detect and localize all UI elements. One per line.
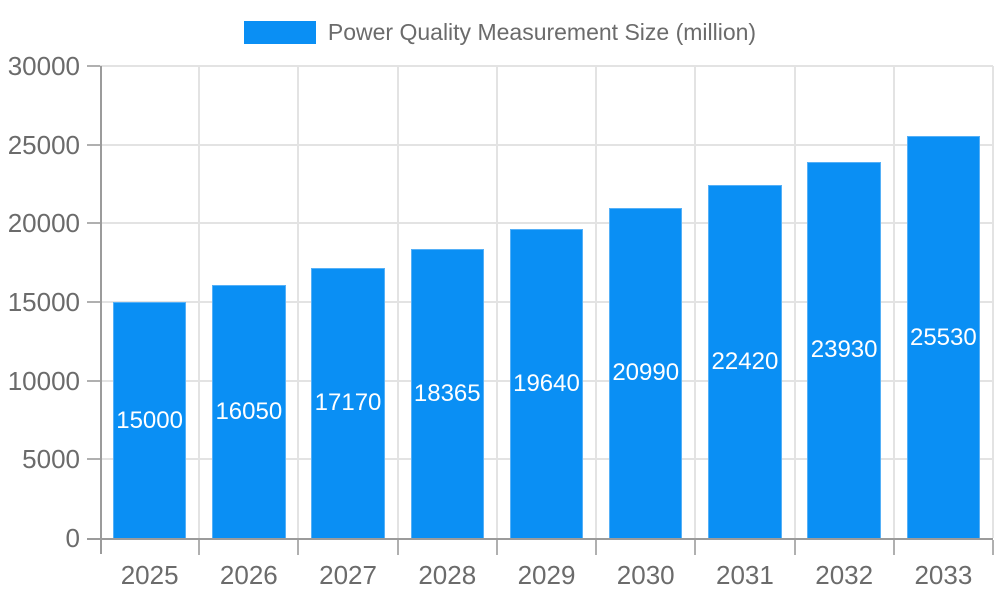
y-axis-tick bbox=[87, 222, 100, 225]
x-axis-tick-label: 2028 bbox=[418, 560, 477, 590]
bar-2032[interactable]: 23930 bbox=[807, 161, 881, 538]
bar-value-label: 18365 bbox=[413, 380, 481, 408]
x-axis-tick-label: 2032 bbox=[815, 560, 874, 590]
x-axis-tick bbox=[396, 540, 399, 555]
x-axis-tick-label: 2033 bbox=[914, 560, 973, 590]
gridline-horizontal bbox=[100, 65, 993, 67]
gridline-vertical bbox=[495, 66, 498, 538]
y-axis-tick bbox=[87, 143, 100, 146]
gridline-vertical bbox=[198, 66, 201, 538]
y-axis-tick-label: 5000 bbox=[22, 444, 80, 475]
bar-value-label: 15000 bbox=[116, 406, 183, 434]
x-axis-tick bbox=[793, 540, 796, 555]
x-axis-tick-label: 2031 bbox=[716, 560, 774, 590]
x-axis-tick-label: 2027 bbox=[319, 560, 377, 590]
gridline-vertical bbox=[595, 66, 598, 538]
category-cell-2031: 22420 bbox=[695, 66, 794, 538]
category-cell-2025: 15000 bbox=[100, 66, 199, 538]
bar-value-label: 17170 bbox=[314, 389, 382, 417]
category-cell-2029: 19640 bbox=[497, 66, 596, 538]
x-axis-tick bbox=[198, 540, 201, 555]
y-axis-tick-label: 0 bbox=[65, 523, 80, 553]
x-axis-tick bbox=[595, 540, 598, 555]
y-axis-tick bbox=[87, 65, 100, 67]
gridline-vertical bbox=[992, 66, 994, 538]
gridline-horizontal bbox=[100, 222, 993, 225]
x-axis-tick bbox=[892, 540, 895, 555]
x-axis-tick-label: 2030 bbox=[616, 560, 675, 590]
bar-2027[interactable]: 17170 bbox=[311, 267, 385, 538]
gridline-vertical bbox=[793, 66, 796, 538]
bar-2029[interactable]: 19640 bbox=[509, 229, 584, 538]
bar-2033[interactable]: 25530 bbox=[906, 136, 981, 538]
x-axis-tick bbox=[992, 540, 994, 555]
category-cell-2027: 17170 bbox=[298, 66, 397, 538]
gridline-vertical bbox=[892, 66, 895, 538]
bar-2028[interactable]: 18365 bbox=[410, 249, 484, 538]
gridline-horizontal bbox=[100, 143, 993, 146]
bar-value-label: 16050 bbox=[215, 398, 283, 426]
plot-area: 15000 16050 17170 18365 19640 20990 22420 23930… bbox=[8, 53, 994, 588]
gridline-vertical bbox=[694, 66, 697, 538]
y-axis-line bbox=[100, 66, 102, 554]
category-cell-2028: 18365 bbox=[398, 66, 497, 538]
bar-2025[interactable]: 15000 bbox=[112, 302, 187, 538]
bar-2026[interactable]: 16050 bbox=[212, 285, 286, 538]
x-axis-line bbox=[87, 538, 993, 540]
y-axis-tick bbox=[87, 379, 100, 382]
y-axis-tick-label: 30000 bbox=[7, 51, 80, 81]
bar-value-label: 19640 bbox=[513, 370, 580, 397]
bar-value-label: 25530 bbox=[909, 323, 977, 351]
category-cell-2026: 16050 bbox=[199, 66, 298, 538]
bar-2031[interactable]: 22420 bbox=[708, 185, 782, 538]
x-axis-tick bbox=[495, 540, 498, 555]
y-axis-tick-label: 10000 bbox=[7, 365, 80, 396]
category-cell-2030: 20990 bbox=[596, 66, 695, 538]
x-axis-tick-label: 2029 bbox=[517, 560, 576, 590]
chart-legend[interactable]: Power Quality Measurement Size (million) bbox=[0, 19, 1000, 45]
x-axis-tick bbox=[694, 540, 697, 555]
gridline-vertical bbox=[297, 66, 300, 538]
legend-label: Power Quality Measurement Size (million) bbox=[327, 19, 757, 45]
x-axis-tick-label: 2026 bbox=[219, 560, 278, 590]
x-axis-tick bbox=[297, 540, 300, 555]
bar-value-label: 20990 bbox=[612, 359, 680, 387]
category-cell-2032: 23930 bbox=[795, 66, 894, 538]
x-axis-tick-label: 2025 bbox=[120, 560, 179, 590]
y-axis-tick bbox=[87, 301, 100, 303]
y-axis-tick bbox=[87, 458, 100, 461]
bar-value-label: 22420 bbox=[711, 348, 779, 376]
legend-color-swatch bbox=[243, 21, 316, 45]
category-cell-2033: 25530 bbox=[894, 66, 993, 538]
y-axis-tick-label: 25000 bbox=[7, 129, 80, 160]
bar-2030[interactable]: 20990 bbox=[609, 207, 683, 538]
y-axis-tick-label: 15000 bbox=[7, 287, 80, 317]
y-axis-tick-label: 20000 bbox=[7, 208, 80, 239]
gridline-vertical bbox=[396, 66, 399, 538]
bar-value-label: 23930 bbox=[810, 336, 878, 364]
